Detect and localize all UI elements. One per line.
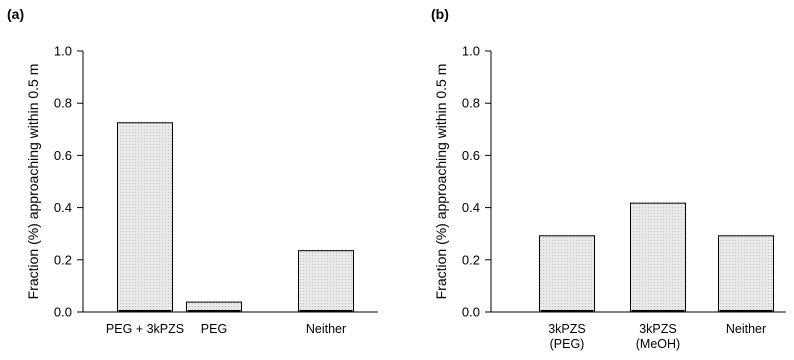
y-tick-label-b-3: 0.6 — [462, 148, 480, 163]
y-tick-label-a-5: 1.0 — [54, 44, 72, 59]
y-tick-label-b-1: 0.2 — [462, 252, 480, 267]
y-tick-label-a-0: 0.0 — [54, 305, 72, 320]
bar-b-1 — [630, 202, 686, 313]
y-tick-label-b-5: 1.0 — [462, 44, 480, 59]
y-tick-label-a-1: 0.2 — [54, 252, 72, 267]
panel-label-a: (a) — [7, 6, 24, 22]
y-ticks-a: 0.0 0.2 0.4 0.6 0.8 1.0 — [54, 44, 83, 320]
y-ticks-b: 0.0 0.2 0.4 0.6 0.8 1.0 — [462, 44, 491, 320]
bar-a-2 — [298, 250, 354, 313]
category-label-b-2: Neither — [726, 322, 766, 336]
chart-panel-a: (a) Fraction (%) approaching within 0.5 … — [7, 6, 378, 336]
y-tick-label-a-2: 0.4 — [54, 200, 72, 215]
category-label-a-1: PEG — [201, 322, 227, 336]
category-labels-a: PEG + 3kPZS PEG Neither — [106, 322, 346, 336]
bar-a-0 — [117, 122, 173, 313]
panel-label-b: (b) — [431, 6, 449, 22]
y-tick-label-a-3: 0.6 — [54, 148, 72, 163]
y-axis-title-b: Fraction (%) approaching within 0.5 m — [433, 64, 449, 300]
bars-a — [117, 122, 354, 313]
category-labels-b: 3kPZS (PEG) 3kPZS (MeOH) Neither — [548, 322, 766, 351]
category-label-b-0: 3kPZS (PEG) — [548, 322, 586, 351]
category-label-b-1: 3kPZS (MeOH) — [636, 322, 680, 351]
y-tick-label-a-4: 0.8 — [54, 96, 72, 111]
chart-panel-b: (b) Fraction (%) approaching within 0.5 … — [431, 6, 786, 351]
y-tick-label-b-0: 0.0 — [462, 305, 480, 320]
y-tick-label-b-4: 0.8 — [462, 96, 480, 111]
category-label-a-2: Neither — [306, 322, 346, 336]
category-label-a-0: PEG + 3kPZS — [106, 322, 184, 336]
bar-b-2 — [718, 235, 774, 313]
y-tick-label-b-2: 0.4 — [462, 200, 480, 215]
bar-b-0 — [539, 235, 595, 313]
y-axis-title-a: Fraction (%) approaching within 0.5 m — [25, 64, 41, 300]
bars-b — [539, 202, 774, 313]
